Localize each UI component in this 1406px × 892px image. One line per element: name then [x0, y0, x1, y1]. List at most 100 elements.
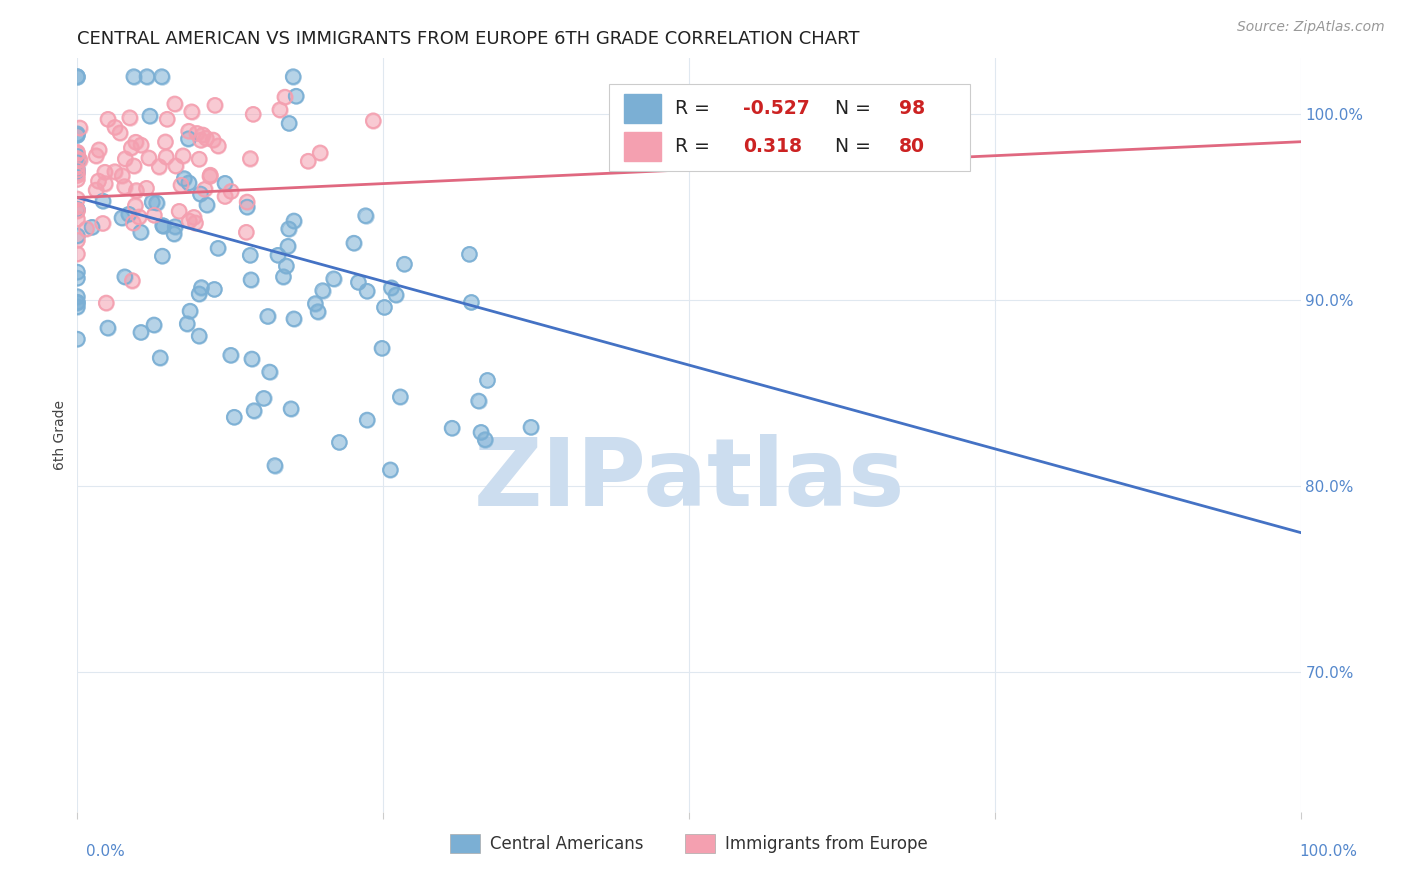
- Point: [385, 288, 408, 302]
- Point: [207, 241, 229, 255]
- Point: [152, 219, 174, 233]
- Point: [343, 236, 366, 251]
- Point: [219, 185, 242, 199]
- Point: [165, 219, 187, 234]
- Point: [180, 104, 202, 119]
- Point: [66, 172, 89, 186]
- Point: [84, 149, 107, 163]
- Point: [66, 202, 89, 217]
- Point: [114, 152, 136, 166]
- Point: [285, 89, 308, 103]
- Point: [184, 216, 207, 230]
- Point: [179, 214, 201, 228]
- Point: [179, 214, 201, 228]
- Point: [145, 195, 167, 210]
- Point: [66, 265, 89, 279]
- Point: [304, 296, 326, 310]
- Point: [202, 133, 225, 147]
- Point: [66, 172, 89, 186]
- Point: [165, 159, 187, 173]
- Point: [380, 281, 402, 295]
- Point: [474, 433, 496, 447]
- Point: [66, 128, 89, 143]
- Point: [66, 146, 89, 161]
- Point: [66, 165, 89, 179]
- Point: [66, 295, 89, 310]
- Point: [297, 154, 319, 169]
- Point: [477, 373, 499, 387]
- Point: [66, 70, 89, 84]
- Point: [188, 329, 211, 343]
- Point: [104, 164, 127, 178]
- Point: [179, 304, 201, 318]
- Point: [259, 365, 281, 379]
- Point: [97, 321, 120, 335]
- Point: [440, 421, 463, 435]
- Point: [155, 150, 177, 164]
- Point: [84, 183, 107, 197]
- Point: [177, 131, 200, 145]
- FancyBboxPatch shape: [624, 95, 661, 123]
- Point: [278, 116, 301, 130]
- Point: [304, 296, 326, 310]
- Point: [93, 165, 115, 179]
- Point: [277, 222, 299, 236]
- Point: [145, 195, 167, 210]
- Point: [267, 248, 290, 262]
- Point: [263, 458, 285, 473]
- Point: [186, 127, 208, 141]
- Point: [66, 247, 89, 261]
- Point: [207, 138, 229, 153]
- Point: [66, 145, 89, 160]
- Point: [177, 124, 200, 138]
- Point: [190, 186, 212, 201]
- Point: [66, 169, 89, 183]
- Point: [389, 390, 412, 404]
- Point: [236, 200, 259, 214]
- Point: [520, 420, 543, 434]
- Point: [135, 181, 157, 195]
- Point: [111, 169, 134, 183]
- Point: [66, 169, 89, 183]
- Point: [66, 165, 89, 179]
- Point: [239, 152, 262, 166]
- Point: [239, 273, 262, 287]
- Point: [243, 403, 266, 417]
- Point: [256, 310, 278, 324]
- Point: [66, 233, 89, 247]
- Point: [66, 202, 89, 217]
- Point: [179, 304, 201, 318]
- Point: [136, 70, 159, 84]
- Point: [183, 211, 205, 225]
- Point: [190, 280, 212, 294]
- Point: [150, 249, 173, 263]
- Point: [172, 149, 194, 163]
- Text: 0.0%: 0.0%: [86, 845, 125, 859]
- Point: [186, 127, 208, 141]
- Point: [380, 463, 402, 477]
- Point: [322, 271, 344, 285]
- Point: [214, 176, 236, 190]
- Point: [66, 162, 89, 177]
- Point: [281, 70, 304, 84]
- Point: [198, 169, 221, 184]
- Point: [155, 135, 177, 149]
- Point: [242, 107, 264, 121]
- Point: [309, 145, 332, 160]
- Point: [204, 98, 226, 112]
- Point: [277, 239, 299, 253]
- Point: [458, 247, 481, 261]
- Point: [156, 112, 179, 127]
- Point: [66, 156, 89, 170]
- Point: [120, 141, 142, 155]
- Point: [356, 413, 378, 427]
- Point: [309, 145, 332, 160]
- Point: [311, 284, 333, 298]
- Point: [141, 195, 163, 210]
- Y-axis label: 6th Grade: 6th Grade: [53, 400, 67, 470]
- Point: [66, 145, 89, 160]
- Point: [69, 153, 91, 167]
- Point: [118, 111, 141, 125]
- Point: [458, 247, 481, 261]
- Point: [121, 274, 143, 288]
